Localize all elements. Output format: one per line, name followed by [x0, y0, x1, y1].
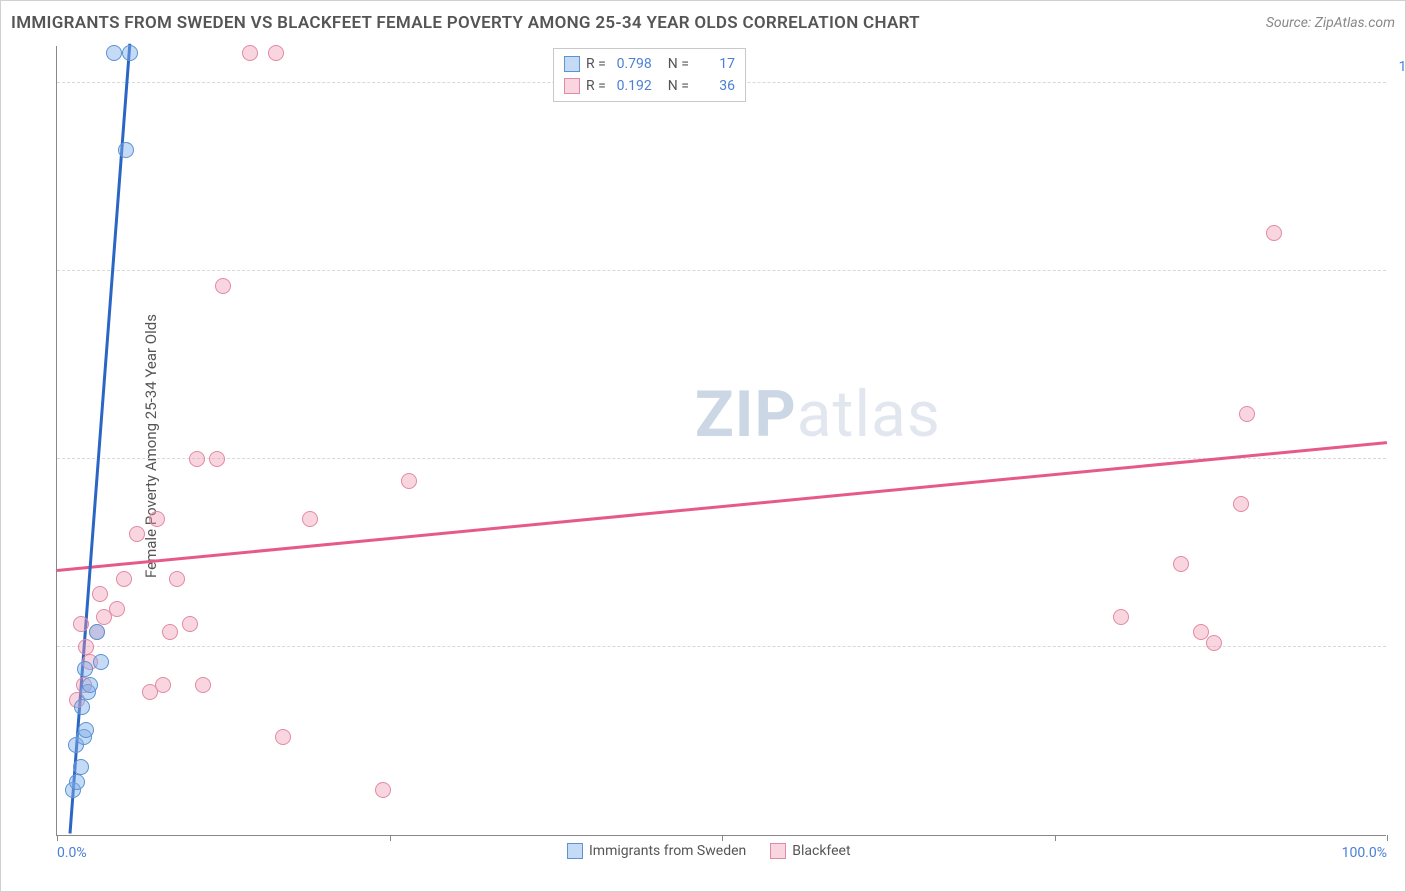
r-label: R = — [586, 56, 606, 72]
y-tick-label: 75.0% — [1394, 247, 1406, 263]
point-sweden — [82, 677, 98, 693]
stats-legend: R = 0.798 N = 17 R = 0.192 N = 36 — [553, 48, 746, 102]
point-sweden — [118, 142, 134, 158]
chart-title: IMMIGRANTS FROM SWEDEN VS BLACKFEET FEMA… — [11, 13, 920, 33]
x-tick-label: 0.0% — [57, 845, 87, 861]
y-tick-label: 100.0% — [1394, 59, 1406, 75]
x-tick — [1387, 835, 1388, 841]
point-blackfeet — [275, 729, 291, 745]
point-blackfeet — [78, 639, 94, 655]
point-blackfeet — [129, 526, 145, 542]
legend-label-sweden: Immigrants from Sweden — [589, 843, 746, 859]
point-blackfeet — [268, 45, 284, 61]
point-blackfeet — [109, 601, 125, 617]
point-blackfeet — [162, 624, 178, 640]
y-tick-label: 25.0% — [1394, 623, 1406, 639]
gridline — [57, 646, 1386, 647]
legend-swatch-sweden — [567, 843, 583, 859]
watermark: ZIPatlas — [695, 377, 941, 452]
n-value-blackfeet: 36 — [695, 78, 735, 94]
point-blackfeet — [375, 782, 391, 798]
point-blackfeet — [209, 451, 225, 467]
n-label: N = — [668, 78, 689, 94]
legend-label-blackfeet: Blackfeet — [792, 843, 850, 859]
x-tick — [722, 835, 723, 841]
point-blackfeet — [73, 616, 89, 632]
correlation-chart: IMMIGRANTS FROM SWEDEN VS BLACKFEET FEMA… — [0, 0, 1406, 892]
point-blackfeet — [1233, 496, 1249, 512]
point-blackfeet — [401, 473, 417, 489]
n-value-sweden: 17 — [695, 56, 735, 72]
point-sweden — [69, 774, 85, 790]
point-sweden — [89, 624, 105, 640]
point-blackfeet — [215, 278, 231, 294]
point-blackfeet — [1206, 635, 1222, 651]
stats-row-blackfeet: R = 0.192 N = 36 — [564, 75, 735, 97]
n-label: N = — [668, 56, 689, 72]
point-sweden — [77, 661, 93, 677]
point-sweden — [93, 654, 109, 670]
r-value-blackfeet: 0.192 — [612, 78, 652, 94]
point-sweden — [106, 45, 122, 61]
point-blackfeet — [155, 677, 171, 693]
r-label: R = — [586, 78, 606, 94]
point-blackfeet — [116, 571, 132, 587]
plot-area: ZIPatlas 25.0%50.0%75.0%100.0%0.0%100.0%… — [56, 46, 1386, 836]
point-blackfeet — [169, 571, 185, 587]
point-blackfeet — [189, 451, 205, 467]
point-blackfeet — [1173, 556, 1189, 572]
point-blackfeet — [1266, 225, 1282, 241]
point-blackfeet — [1193, 624, 1209, 640]
source-label: Source: ZipAtlas.com — [1266, 15, 1395, 31]
gridline — [57, 458, 1386, 459]
point-blackfeet — [1239, 406, 1255, 422]
point-blackfeet — [302, 511, 318, 527]
stats-row-sweden: R = 0.798 N = 17 — [564, 53, 735, 75]
point-blackfeet — [182, 616, 198, 632]
title-bar: IMMIGRANTS FROM SWEDEN VS BLACKFEET FEMA… — [11, 9, 1395, 37]
trendline-sweden — [69, 43, 132, 833]
point-blackfeet — [242, 45, 258, 61]
trendline-blackfeet — [57, 441, 1387, 571]
point-sweden — [74, 699, 90, 715]
series-legend: Immigrants from Sweden Blackfeet — [567, 843, 851, 859]
point-sweden — [122, 45, 138, 61]
point-blackfeet — [195, 677, 211, 693]
legend-item-blackfeet: Blackfeet — [770, 843, 850, 859]
legend-swatch-sweden — [564, 56, 580, 72]
y-tick-label: 50.0% — [1394, 435, 1406, 451]
legend-swatch-blackfeet — [770, 843, 786, 859]
x-tick — [1055, 835, 1056, 841]
point-sweden — [78, 722, 94, 738]
x-tick-label: 100.0% — [1342, 845, 1387, 861]
point-sweden — [73, 759, 89, 775]
point-blackfeet — [92, 586, 108, 602]
point-blackfeet — [149, 511, 165, 527]
x-tick — [390, 835, 391, 841]
x-tick — [57, 835, 58, 841]
legend-item-sweden: Immigrants from Sweden — [567, 843, 746, 859]
point-blackfeet — [1113, 609, 1129, 625]
legend-swatch-blackfeet — [564, 78, 580, 94]
r-value-sweden: 0.798 — [612, 56, 652, 72]
gridline — [57, 270, 1386, 271]
